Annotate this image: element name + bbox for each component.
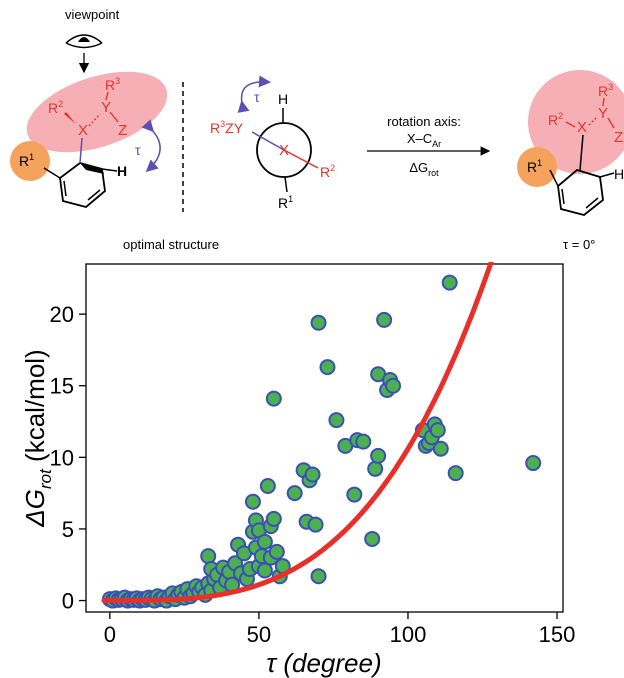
- r1-sphere-left: [10, 141, 50, 181]
- x-tick-label: 50: [247, 622, 271, 647]
- steric-circle-right: [528, 70, 624, 174]
- svg-text:X: X: [279, 142, 289, 159]
- reaction-arrow: rotation axis: X–CAr ΔGrot: [367, 114, 491, 178]
- svg-text:H: H: [117, 163, 127, 179]
- data-point: [346, 486, 363, 503]
- data-point: [429, 422, 446, 439]
- r1-label-left: R1: [19, 152, 34, 169]
- optimal-structure-label: optimal structure: [123, 237, 219, 252]
- svg-text:X: X: [577, 119, 587, 136]
- r1-label-right: R1: [527, 158, 542, 175]
- tau-zero-label: τ = 0°: [563, 237, 595, 252]
- reaction-scheme: viewpoint H R1 X R2 Y R3 Z τ: [10, 7, 624, 252]
- r1-label-newman: R1: [278, 194, 293, 211]
- x-tick-label: 150: [539, 622, 576, 647]
- data-point: [304, 466, 321, 483]
- data-point: [200, 548, 217, 565]
- plot-frame: [85, 263, 564, 613]
- y-tick-label: 20: [50, 302, 74, 327]
- y-tick-label: 15: [50, 374, 74, 399]
- right-molecule: H R1 X R2 Y R3 Z: [517, 70, 624, 216]
- r2-label-left: R2: [48, 99, 63, 116]
- y-axis-label: ΔGrot (kcal/mol): [20, 349, 55, 527]
- x-tick-label: 100: [390, 622, 427, 647]
- data-point: [244, 493, 261, 510]
- fit-curve: [101, 262, 494, 603]
- svg-text:τ: τ: [135, 142, 141, 158]
- svg-text:Y: Y: [101, 99, 111, 116]
- y-tick-label: 10: [50, 445, 74, 470]
- data-point: [268, 543, 285, 560]
- svg-text:ΔGrot: ΔGrot: [409, 160, 439, 178]
- r2-label-right: R2: [548, 111, 563, 128]
- data-point: [265, 390, 282, 407]
- r3zy-label: R3ZY: [210, 119, 244, 136]
- data-point: [310, 314, 327, 331]
- data-point: [307, 516, 324, 533]
- svg-text:rotation axis:: rotation axis:: [387, 114, 461, 129]
- data-point: [370, 447, 387, 464]
- y-tick-label: 0: [62, 589, 74, 614]
- data-point: [376, 311, 393, 328]
- r2-label-newman: R2: [320, 163, 335, 180]
- r3-label-right: R3: [598, 82, 613, 99]
- data-point: [265, 510, 282, 527]
- data-point: [286, 485, 303, 502]
- data-point: [256, 562, 273, 579]
- data-point: [441, 274, 458, 291]
- data-point: [364, 530, 381, 547]
- data-point: [319, 359, 336, 376]
- svg-text:Z: Z: [614, 129, 623, 146]
- data-point: [259, 477, 276, 494]
- svg-text:τ: τ: [254, 89, 260, 105]
- r3-label-left: R3: [105, 76, 120, 93]
- data-point: [447, 465, 464, 482]
- svg-text:X–CAr: X–CAr: [407, 131, 441, 149]
- data-point: [525, 455, 542, 472]
- x-axis: 0 50 100 150: [104, 612, 576, 647]
- rotation-arrow-left: [141, 119, 161, 173]
- left-molecule: H R1 X R2 Y R3 Z τ: [10, 71, 168, 208]
- viewpoint-label: viewpoint: [65, 7, 120, 22]
- rotation-arrow-newman: [237, 75, 271, 113]
- svg-text:Z: Z: [118, 122, 127, 139]
- data-point: [432, 440, 449, 457]
- scatter-chart: 0 5 10 15 20 0 50 100 150 τ (degree) ΔGrot (kca…: [20, 262, 576, 678]
- data-point: [328, 412, 345, 429]
- eye-icon: [65, 34, 103, 49]
- svg-text:H: H: [614, 166, 624, 182]
- svg-text:H: H: [278, 91, 288, 107]
- data-point: [310, 568, 327, 585]
- x-axis-label: τ (degree): [266, 648, 381, 678]
- data-point: [367, 460, 384, 477]
- r1-sphere-right: [517, 147, 557, 187]
- data-points: [101, 274, 542, 609]
- newman-projection: H R1 X R3ZY R2 τ: [210, 75, 335, 211]
- steric-ellipse-left: [26, 71, 168, 153]
- y-axis: 0 5 10 15 20: [50, 302, 86, 614]
- data-point: [355, 433, 372, 450]
- x-tick-label: 0: [104, 622, 116, 647]
- data-point: [256, 533, 273, 550]
- data-point: [385, 377, 402, 394]
- svg-text:Y: Y: [598, 105, 608, 122]
- y-tick-label: 5: [62, 517, 74, 542]
- svg-text:X: X: [78, 122, 88, 139]
